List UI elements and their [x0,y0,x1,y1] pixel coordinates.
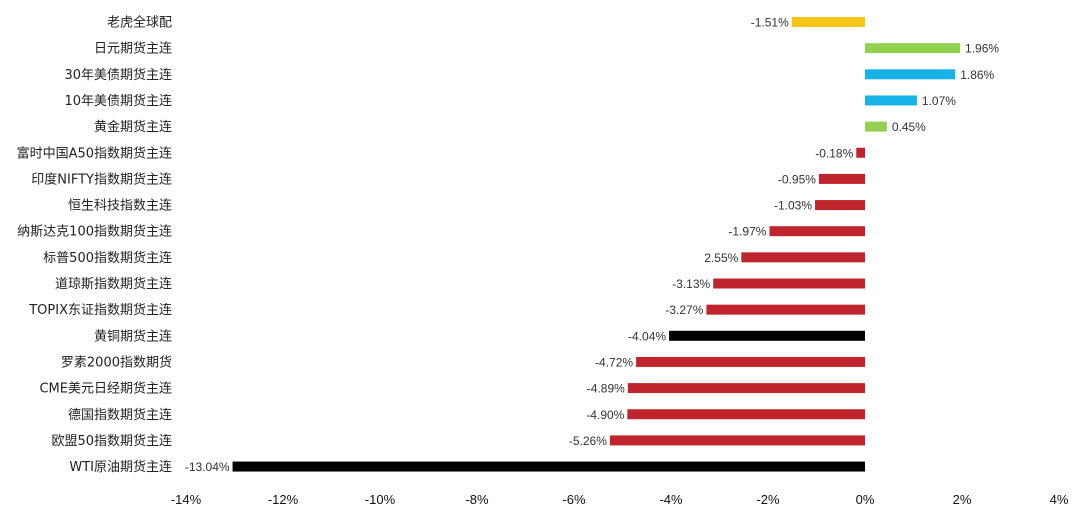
x-tick-label: -8% [465,492,489,507]
x-tick-label: -12% [268,492,299,507]
bar [706,304,865,315]
category-label: 罗素2000指数期货 [61,354,172,370]
bar [769,226,865,237]
bar [627,409,865,420]
bar [791,17,865,27]
category-label: 黄铜期货主连 [94,328,172,344]
category-label: 30年美债期货主连 [64,67,172,83]
data-label: 2.55% [704,251,738,265]
bar [865,69,956,80]
data-label: -1.03% [774,199,812,213]
x-tick-label: 2% [953,492,972,507]
bar [865,43,961,54]
data-label: -5.26% [569,434,607,448]
category-label: 纳斯达克100指数期货主连 [17,224,172,240]
data-label: -4.04% [628,329,666,343]
category-label: 10年美债期货主连 [64,93,172,109]
bar [815,200,865,211]
bar [713,278,865,289]
data-label: 1.07% [922,94,956,108]
bar [609,435,865,446]
bar [627,383,865,394]
data-label: -13.04% [185,460,230,474]
category-label: WTI原油期货主连 [69,459,172,475]
x-tick-label: -6% [562,492,586,507]
category-label: TOPIX东证指数期货主连 [28,302,172,318]
data-label: 0.45% [892,120,926,134]
bar [856,147,865,158]
category-label: 黄金期货主连 [94,119,172,135]
data-label: -4.72% [595,355,633,369]
bar [818,173,865,184]
data-label: -4.89% [587,382,625,396]
category-label: 欧盟50指数期货主连 [51,433,172,449]
bars [232,17,961,472]
data-label: -1.97% [728,225,766,239]
x-tick-label: -2% [756,492,780,507]
x-tick-label: 4% [1050,492,1069,507]
category-label: 日元期货主连 [94,41,172,57]
data-label: -4.90% [586,408,624,422]
bar [865,95,917,106]
category-label: 道琼斯指数期货主连 [55,276,172,292]
category-label: 恒生科技指数主连 [68,198,172,214]
category-label: 富时中国A50指数期货主连 [17,145,172,161]
bar [669,330,865,341]
category-label: 德国指数期货主连 [68,407,172,423]
bar [741,252,865,263]
data-label: 1.96% [965,42,999,56]
data-label: -3.13% [672,277,710,291]
bar [232,461,865,472]
bar [865,121,887,132]
data-label: -3.27% [665,303,703,317]
data-label: 1.86% [960,68,994,82]
category-label: 印度NIFTY指数期货主连 [31,171,172,187]
data-label: -0.95% [778,172,816,186]
x-tick-label: 0% [856,492,875,507]
x-tick-label: -4% [659,492,683,507]
bar [636,356,865,367]
data-label: -1.51% [751,16,789,30]
value-labels: -1.51% 1.96% 1.86% 1.07% 0.45% -0.18% -0.95% -1… [185,16,1000,475]
x-axis-ticks: -14% -12% -10% -8% -6% -4% -2% 0% 2% 4% [171,492,1069,507]
category-label: CME美元日经期货主连 [39,381,172,397]
x-tick-label: -14% [171,492,202,507]
category-label: 标普500指数期货主连 [43,250,172,266]
x-tick-label: -10% [365,492,396,507]
data-label: -0.18% [815,146,853,160]
category-label: 老虎全球配 [107,15,172,31]
